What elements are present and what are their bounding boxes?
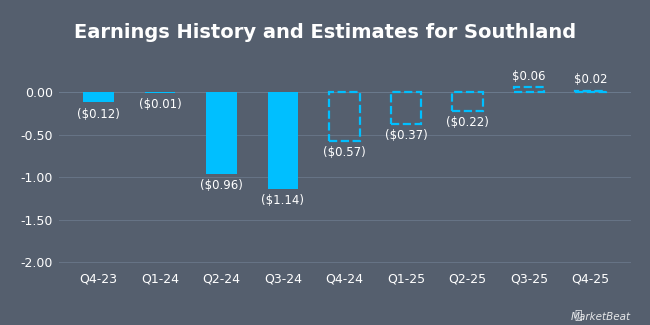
Text: ($0.37): ($0.37)	[385, 129, 428, 142]
Bar	[514, 87, 545, 92]
Text: ($1.14): ($1.14)	[261, 194, 304, 207]
Bar	[83, 92, 114, 102]
Text: ($0.57): ($0.57)	[323, 146, 366, 159]
Text: $0.02: $0.02	[574, 73, 607, 86]
Text: ($0.12): ($0.12)	[77, 108, 120, 121]
Text: ($0.22): ($0.22)	[446, 116, 489, 129]
Text: ($0.96): ($0.96)	[200, 179, 243, 192]
Bar	[329, 92, 360, 141]
Text: ($0.01): ($0.01)	[138, 98, 181, 111]
Text: ⫽: ⫽	[574, 309, 582, 322]
Text: MarketBeat: MarketBeat	[571, 312, 630, 322]
Bar	[452, 92, 483, 111]
Bar	[575, 90, 606, 92]
Bar	[206, 92, 237, 174]
Text: Earnings History and Estimates for Southland: Earnings History and Estimates for South…	[74, 23, 576, 42]
Bar	[391, 92, 421, 124]
Bar	[144, 92, 176, 93]
Text: $0.06: $0.06	[512, 70, 546, 83]
Bar	[268, 92, 298, 189]
